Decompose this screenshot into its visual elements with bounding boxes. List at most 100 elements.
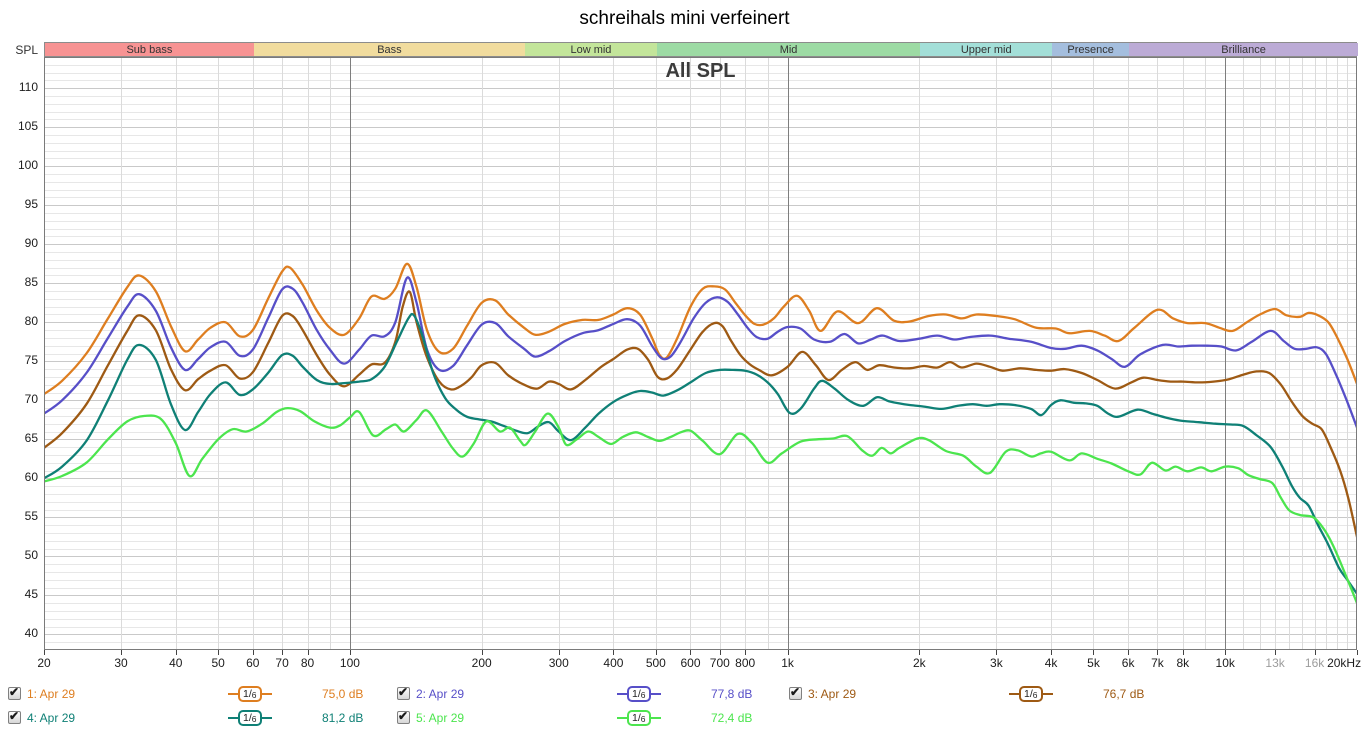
legend-checkbox-5[interactable]: ✔: [397, 709, 410, 724]
y-tick-label-95: 95: [24, 197, 38, 212]
legend-label: 2: Apr 29: [416, 687, 465, 701]
smoothing-value: 1/6: [238, 686, 262, 702]
badge-line-right: [261, 717, 272, 719]
badge-line-left: [228, 717, 238, 719]
trace-3: [45, 290, 1356, 538]
smoothing-badge: 1/6: [617, 710, 661, 726]
badge-line-left: [228, 693, 238, 695]
smoothing-value: 1/6: [1019, 686, 1043, 702]
x-tick-label-8k: 8k: [1176, 656, 1190, 670]
page-title: schreihals mini verfeinert: [579, 8, 790, 29]
x-tick-label-7k: 7k: [1151, 656, 1164, 670]
y-tick-label-45: 45: [24, 587, 38, 602]
legend-label: 3: Apr 29: [808, 687, 857, 701]
legend-average: 76,7 dB: [1103, 687, 1145, 701]
legend-average: 72,4 dB: [711, 711, 753, 725]
legend-label: 4: Apr 29: [27, 711, 76, 725]
x-tick-label-20: 20: [37, 656, 51, 670]
band-label: Brilliance: [1221, 43, 1266, 56]
smoothing-badge: 1/6: [228, 710, 272, 726]
x-tick-label-50: 50: [211, 656, 225, 670]
y-tick-label-80: 80: [24, 314, 38, 329]
trace-1: [45, 262, 1356, 395]
band-sub-bass: Sub bass: [45, 43, 255, 56]
band-brilliance: Brilliance: [1129, 43, 1358, 56]
plot-area[interactable]: [44, 57, 1358, 655]
smoothing-denominator: 6: [251, 714, 257, 724]
x-tick-label-80: 80: [300, 656, 315, 670]
legend-entry-2: ✔ 2: Apr 29 1/6 77,8 dB: [397, 685, 779, 703]
badge-line-left: [617, 693, 627, 695]
band-low-mid: Low mid: [525, 43, 658, 56]
y-axis-title: SPL: [15, 43, 38, 57]
legend-average: 77,8 dB: [711, 687, 753, 701]
x-tick-label-200: 200: [471, 656, 492, 670]
smoothing-value: 1/6: [627, 710, 651, 726]
y-tick-label-65: 65: [24, 431, 38, 446]
x-tick-label-700: 700: [709, 656, 730, 670]
band-bass: Bass: [253, 43, 527, 56]
check-icon: ✔: [790, 685, 801, 699]
x-tick-label-500: 500: [645, 656, 666, 670]
smoothing-badge: 1/6: [1009, 686, 1053, 702]
y-tick-label-110: 110: [18, 80, 38, 95]
smoothing-value: 1/6: [238, 710, 262, 726]
legend-checkbox-3[interactable]: ✔: [789, 685, 802, 700]
trace-4: [45, 312, 1356, 595]
y-tick-label-55: 55: [24, 509, 38, 524]
y-tick-label-105: 105: [17, 119, 38, 134]
legend-entry-5: ✔ 5: Apr 29 1/6 72,4 dB: [397, 709, 779, 727]
y-tick-label-90: 90: [24, 236, 38, 251]
check-icon: ✔: [398, 709, 409, 723]
check-icon: ✔: [9, 709, 20, 723]
horizontal-gridlines: [45, 65, 1356, 643]
band-label: Presence: [1067, 43, 1114, 56]
legend-entry-1: ✔ 1: Apr 29 1/6 75,0 dB: [8, 685, 390, 703]
spl-traces: [45, 262, 1356, 604]
x-tick-label-300: 300: [548, 656, 569, 670]
smoothing-badge: 1/6: [228, 686, 272, 702]
x-tick-label-60: 60: [246, 656, 260, 670]
legend-checkbox-2[interactable]: ✔: [397, 685, 410, 700]
x-tick-label-13k: 13k: [1265, 656, 1285, 670]
legend-label: 1: Apr 29: [27, 687, 76, 701]
legend-label: 5: Apr 29: [416, 711, 465, 725]
legend-checkbox-4[interactable]: ✔: [8, 709, 21, 724]
x-axis-ticks: [44, 650, 1358, 655]
x-tick-label-600: 600: [680, 656, 701, 670]
x-tick-label-70: 70: [275, 656, 289, 670]
badge-line-right: [650, 693, 661, 695]
frequency-band-strip: Sub bass Bass Low mid Mid Upper mid Presence B…: [44, 42, 1358, 57]
trace-5: [45, 406, 1356, 604]
plot-border: [44, 57, 1357, 650]
check-icon: ✔: [9, 685, 20, 699]
x-tick-label-2k: 2k: [912, 656, 926, 670]
vertical-gridlines: [121, 58, 1348, 649]
band-presence: Presence: [1052, 43, 1131, 56]
smoothing-denominator: 6: [640, 690, 646, 700]
badge-line-right: [261, 693, 272, 695]
smoothing-denominator: 6: [640, 714, 646, 724]
legend-checkbox-1[interactable]: ✔: [8, 685, 21, 700]
smoothing-badge: 1/6: [617, 686, 661, 702]
x-tick-label-16k: 16k: [1304, 656, 1325, 670]
x-tick-label-3k: 3k: [990, 656, 1003, 670]
smoothing-denominator: 6: [251, 690, 257, 700]
y-tick-label-70: 70: [24, 392, 38, 407]
x-tick-label-400: 400: [603, 656, 624, 670]
legend-entry-3: ✔ 3: Apr 29 1/6 76,7 dB: [789, 685, 1171, 703]
y-tick-label-75: 75: [24, 353, 38, 368]
x-tick-label-6k: 6k: [1121, 656, 1135, 670]
check-icon: ✔: [398, 685, 409, 699]
band-mid: Mid: [656, 43, 922, 56]
legend-entry-4: ✔ 4: Apr 29 1/6 81,2 dB: [8, 709, 390, 727]
x-tick-label-30: 30: [114, 656, 128, 670]
badge-line-right: [1042, 693, 1053, 695]
band-upper-mid: Upper mid: [920, 43, 1054, 56]
band-label: Mid: [779, 43, 798, 56]
legend-average: 75,0 dB: [322, 687, 364, 701]
legend-average: 81,2 dB: [322, 711, 364, 725]
band-label: Low mid: [570, 43, 612, 56]
x-tick-label-1k: 1k: [781, 656, 794, 670]
